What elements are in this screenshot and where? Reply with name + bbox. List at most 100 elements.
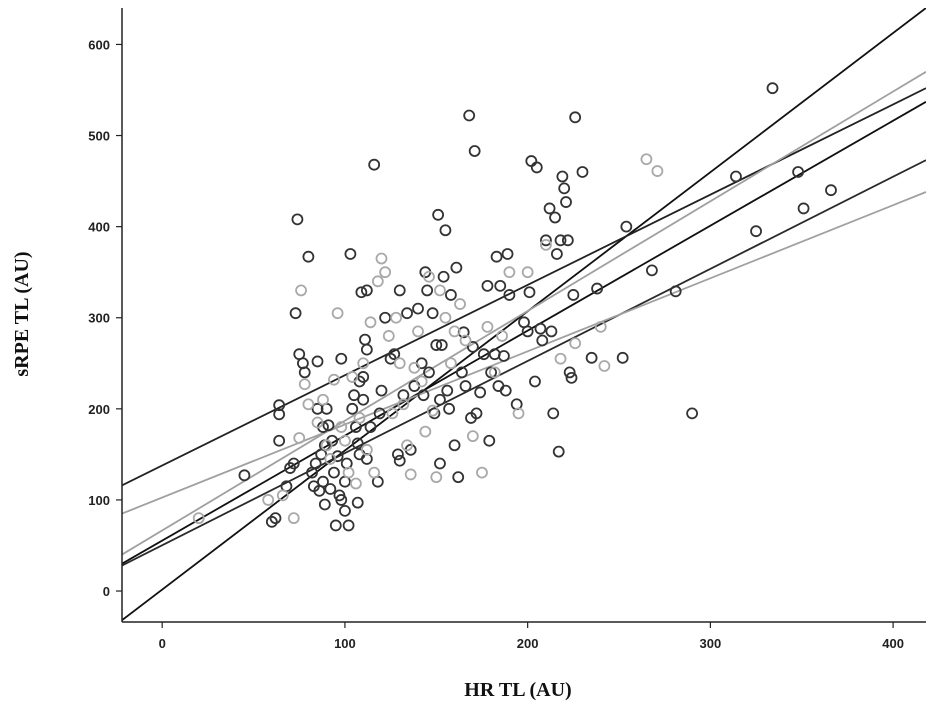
y-tick-label: 300 [88, 311, 110, 326]
data-point [375, 384, 388, 397]
data-point [349, 477, 362, 490]
data-point [419, 425, 432, 438]
data-point [434, 457, 446, 470]
data-point [379, 311, 392, 324]
y-tick-label: 600 [88, 37, 110, 52]
data-point [382, 330, 395, 342]
x-tick-label: 0 [159, 636, 166, 651]
data-point [348, 389, 360, 402]
data-point [523, 286, 536, 299]
data-point [293, 432, 306, 444]
data-point [556, 170, 569, 183]
data-point [393, 454, 406, 467]
data-point [466, 340, 479, 353]
data-point [311, 355, 324, 368]
data-point [490, 250, 503, 263]
data-point [483, 434, 496, 447]
data-point [322, 419, 335, 432]
data-point [364, 316, 377, 329]
data-point [468, 145, 481, 157]
data-point [669, 285, 682, 298]
data-point [317, 475, 329, 488]
data-point [549, 211, 561, 224]
data-point [273, 434, 286, 447]
data-point [543, 202, 556, 215]
data-point [360, 443, 373, 456]
data-point [651, 165, 664, 177]
data-point [620, 220, 633, 233]
data-point [386, 407, 399, 420]
data-point [450, 261, 463, 274]
data-point [423, 270, 435, 283]
data-point [439, 311, 452, 324]
data-point [534, 322, 547, 335]
data-point [393, 284, 406, 297]
data-point [287, 512, 300, 525]
data-point [346, 402, 359, 415]
data-point [435, 339, 448, 351]
data-point [560, 196, 572, 208]
data-point [408, 361, 421, 374]
fit-line [122, 70, 926, 556]
data-point [481, 279, 494, 292]
fit-lines [122, 8, 926, 621]
data-point [434, 393, 446, 406]
data-point [311, 416, 324, 429]
data-point [298, 366, 311, 379]
data-point [485, 366, 498, 379]
x-tick-label: 200 [517, 636, 539, 651]
data-point [357, 357, 370, 370]
data-point [492, 380, 505, 392]
data-point [397, 398, 410, 411]
data-point [360, 343, 373, 356]
data-point [364, 421, 377, 433]
data-point [415, 357, 428, 370]
data-point [289, 307, 302, 320]
data-point [459, 380, 472, 392]
data-point [554, 352, 567, 365]
data-point [423, 366, 435, 379]
y-axis-ticks: 0 100 200 300 400 500 600 [88, 37, 122, 599]
data-point [324, 453, 337, 465]
data-point [445, 357, 457, 370]
data-point [339, 504, 351, 517]
data-point [309, 457, 322, 470]
data-point [503, 289, 516, 301]
data-point [359, 333, 371, 346]
plot-area [122, 8, 926, 621]
data-point [351, 437, 364, 450]
data-point [344, 248, 357, 260]
data-point [594, 320, 607, 333]
data-point [792, 166, 804, 178]
data-point [379, 266, 392, 279]
data-point [616, 351, 629, 364]
data-point [439, 224, 452, 237]
data-point [291, 213, 304, 226]
fit-line [122, 191, 926, 515]
data-point [368, 158, 381, 171]
data-point [262, 494, 275, 506]
data-point [477, 348, 490, 361]
x-tick-label: 400 [882, 636, 904, 651]
data-point [536, 334, 549, 347]
data-point [550, 248, 563, 260]
data-point [287, 457, 300, 470]
data-point [452, 471, 465, 484]
data-point [392, 448, 404, 461]
data-point [375, 252, 388, 265]
data-point [591, 282, 603, 295]
data-point [501, 248, 514, 260]
data-point [554, 234, 567, 247]
data-point [269, 512, 282, 525]
data-point [448, 325, 461, 338]
data-point [466, 430, 479, 443]
data-point [328, 466, 340, 479]
data-point [390, 311, 402, 324]
data-point [421, 284, 434, 297]
data-point [353, 448, 366, 461]
data-point [335, 352, 348, 365]
y-tick-label: 200 [88, 402, 110, 417]
data-point [459, 334, 472, 347]
data-point [265, 515, 278, 528]
data-point [412, 302, 424, 315]
